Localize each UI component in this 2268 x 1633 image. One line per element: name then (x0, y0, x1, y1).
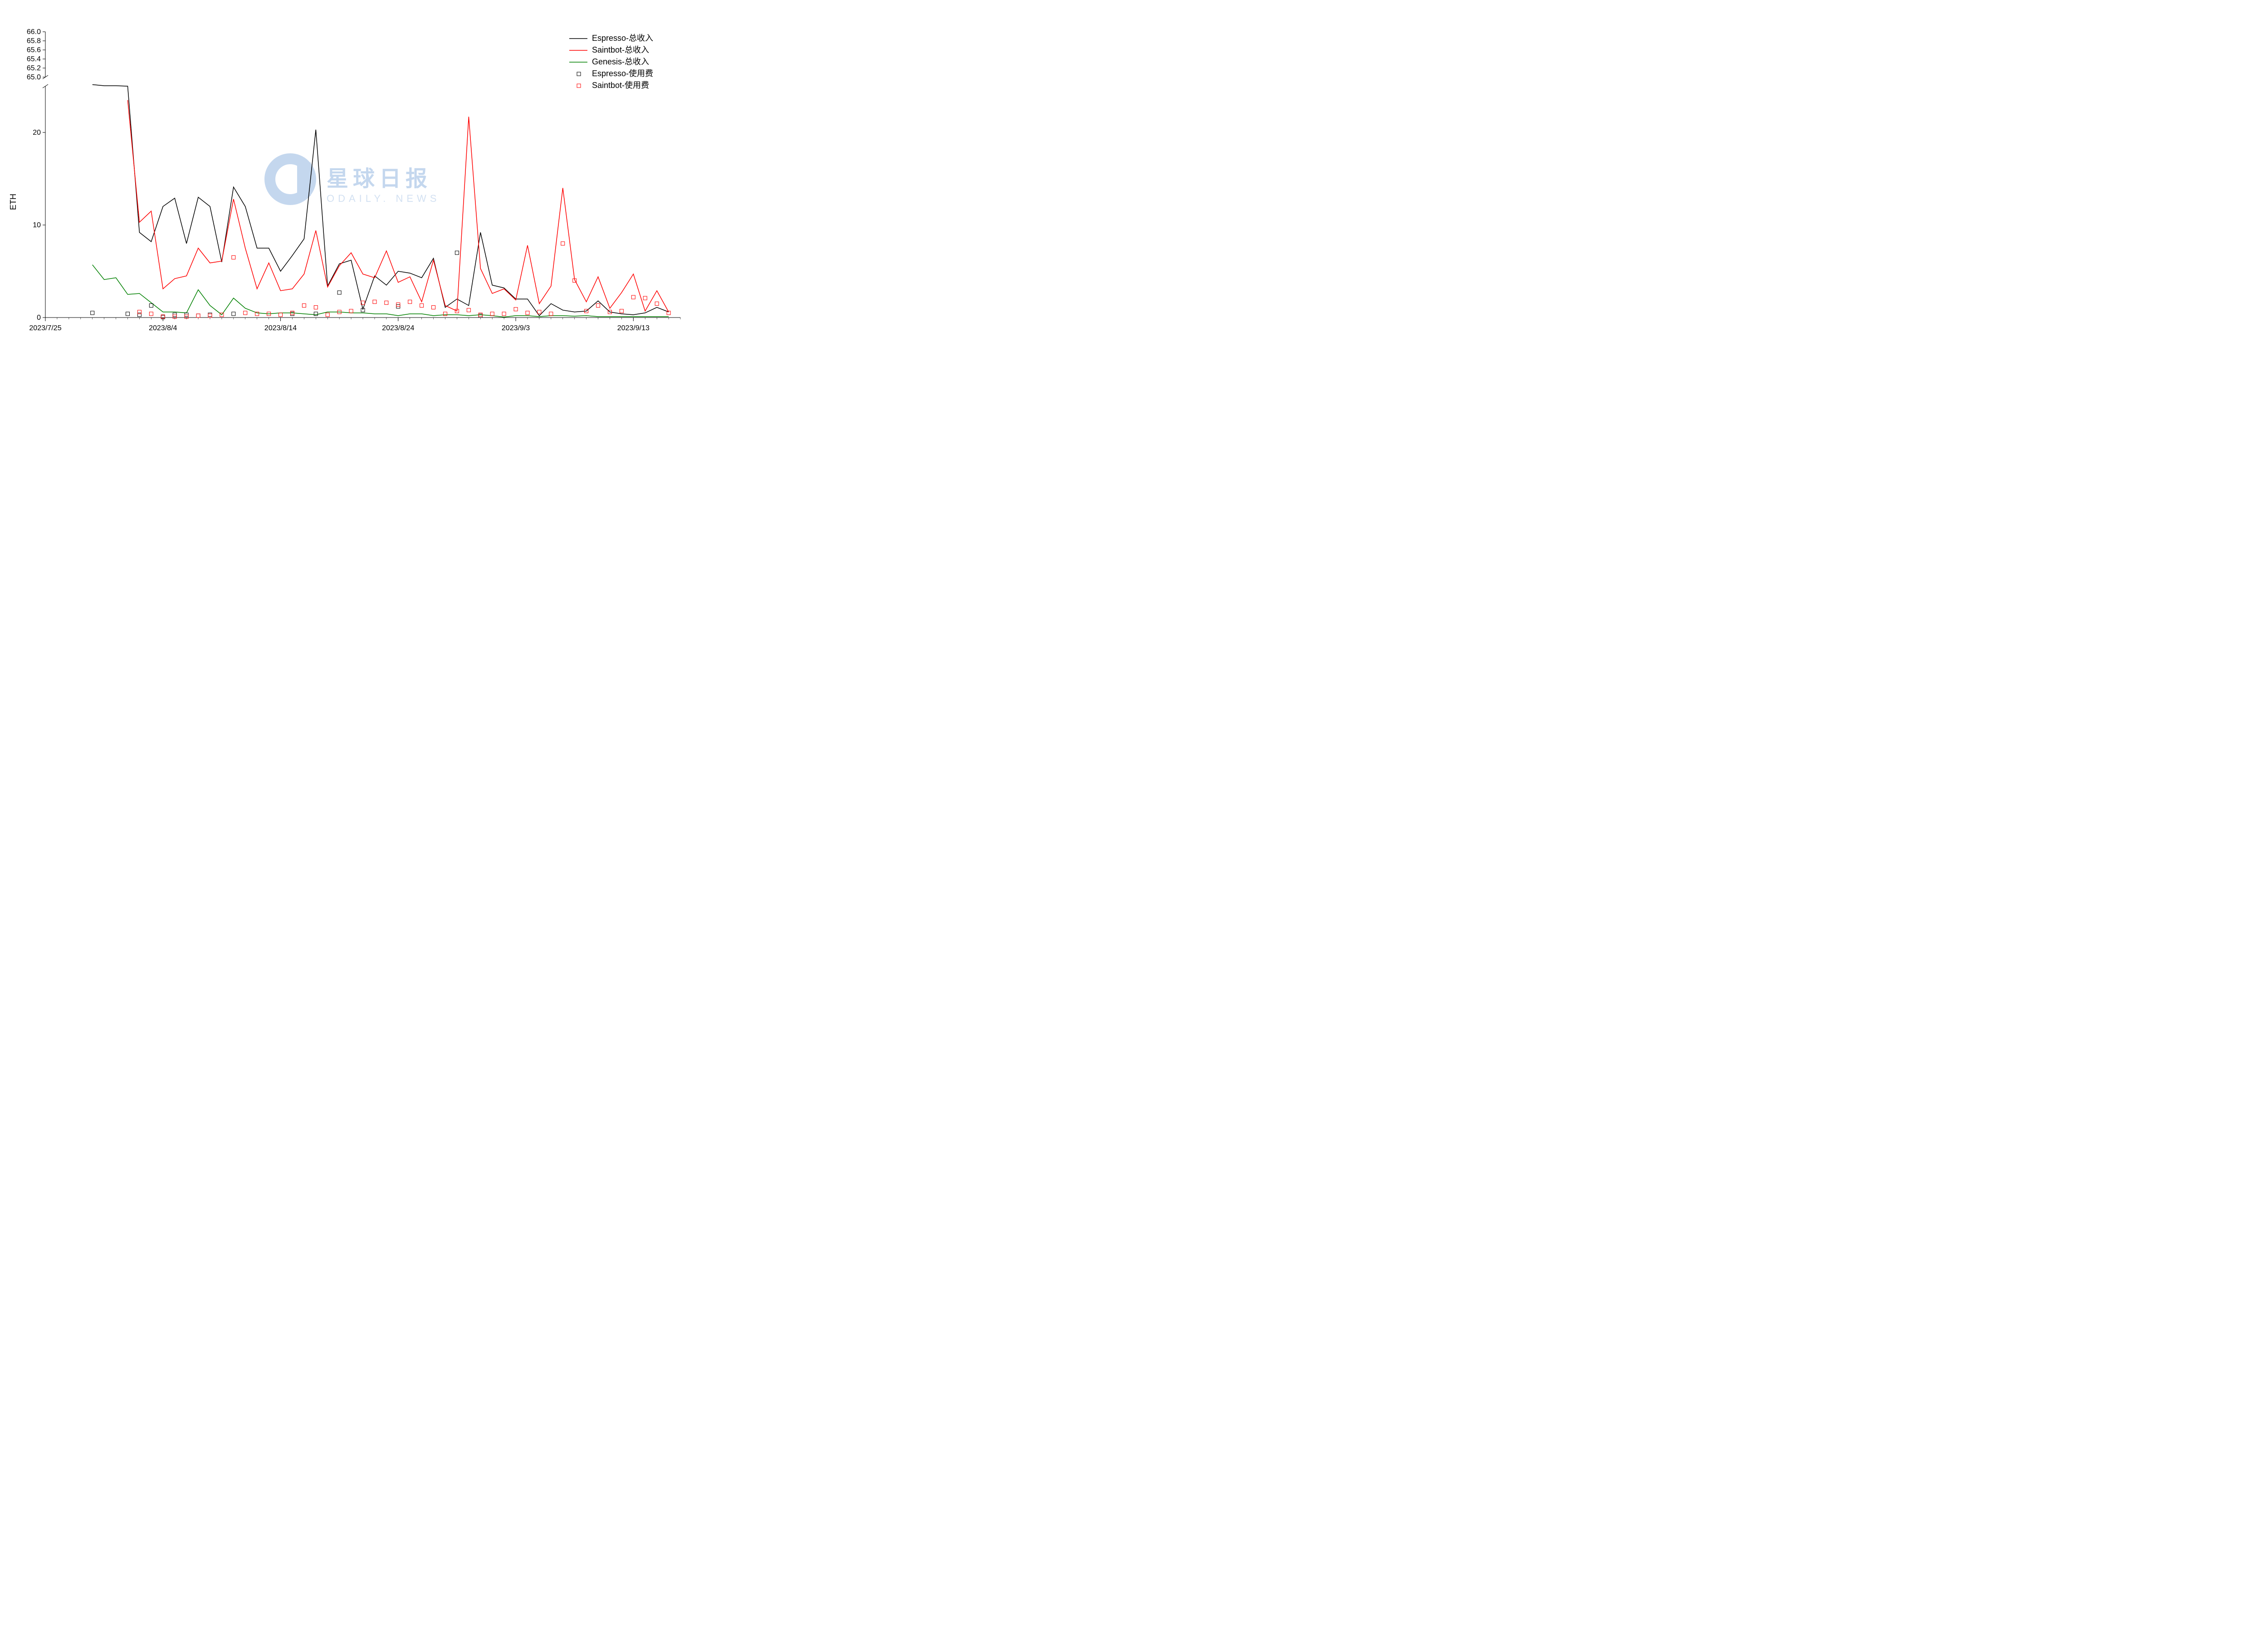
marker-Saintbot-使用费 (420, 303, 424, 307)
marker-Espresso-使用费 (126, 312, 129, 316)
chart-svg: 星球日报 ODAILY. NEWS 0 10 20 65.065.265.465.665.… (0, 0, 708, 340)
x-tick-label: 2023/7/25 (29, 324, 61, 332)
marker-Espresso-使用费 (232, 312, 235, 316)
marker-Saintbot-使用费 (349, 309, 353, 313)
marker-Espresso-使用费 (137, 313, 141, 317)
y-tick-label: 65.8 (27, 37, 41, 45)
marker-Espresso-使用费 (455, 251, 459, 254)
legend-label: Saintbot-总收入 (592, 45, 649, 54)
series-Saintbot-总收入 (127, 100, 669, 312)
marker-Espresso-使用费 (196, 314, 200, 318)
marker-Saintbot-使用费 (643, 296, 647, 300)
marker-Saintbot-使用费 (373, 300, 376, 303)
y-tick-label: 10 (33, 221, 41, 229)
marker-Saintbot-使用费 (538, 310, 541, 314)
y-tick-label: 65.4 (27, 55, 41, 63)
marker-Saintbot-使用费 (631, 295, 635, 299)
y-tick-label: 65.0 (27, 73, 41, 81)
y-tick-label: 66.0 (27, 28, 41, 36)
x-tick-label: 2023/9/3 (502, 324, 530, 332)
watermark: 星球日报 ODAILY. NEWS (270, 159, 440, 204)
marker-Espresso-使用费 (479, 314, 482, 318)
marker-Espresso-使用费 (290, 312, 294, 316)
x-tick-label: 2023/8/4 (149, 324, 177, 332)
watermark-sub-text: ODAILY. NEWS (327, 193, 440, 204)
marker-Espresso-使用费 (208, 313, 212, 317)
marker-Saintbot-使用费 (490, 312, 494, 316)
marker-Saintbot-使用费 (549, 312, 553, 316)
marker-Saintbot-使用费 (561, 242, 565, 245)
watermark-main-text: 星球日报 (327, 167, 432, 191)
marker-Saintbot-使用费 (232, 255, 235, 259)
y-tick-label: 20 (33, 129, 41, 137)
legend-label: Genesis-总收入 (592, 57, 649, 66)
x-tick-label: 2023/8/24 (382, 324, 414, 332)
marker-Saintbot-使用费 (137, 310, 141, 314)
y-axis-label: ETH (9, 194, 18, 210)
marker-Saintbot-使用费 (620, 309, 623, 313)
marker-Espresso-使用费 (91, 311, 94, 315)
marker-Saintbot-使用费 (467, 308, 470, 312)
x-tick-label: 2023/8/14 (264, 324, 297, 332)
marker-Saintbot-使用费 (279, 313, 283, 317)
marker-Saintbot-使用费 (408, 300, 412, 303)
x-tick-label: 2023/9/13 (617, 324, 650, 332)
marker-Saintbot-使用费 (655, 302, 659, 305)
marker-Saintbot-使用费 (385, 301, 388, 304)
marker-Saintbot-使用费 (196, 314, 200, 318)
series-Genesis-总收入 (93, 265, 669, 317)
marker-Saintbot-使用费 (514, 308, 518, 311)
marker-Saintbot-使用费 (326, 313, 329, 317)
marker-Espresso-使用费 (337, 291, 341, 294)
marker-Saintbot-使用费 (526, 311, 529, 315)
marker-Saintbot-使用费 (244, 311, 247, 315)
y-tick-label: 65.2 (27, 64, 41, 72)
legend: Espresso-总收入 Saintbot-总收入 Genesis-总收入 Espre… (569, 34, 653, 90)
marker-Saintbot-使用费 (596, 303, 600, 307)
y-tick-label: 65.6 (27, 46, 41, 54)
marker-Espresso-使用费 (314, 312, 318, 316)
marker-Saintbot-使用费 (149, 312, 153, 316)
legend-label: Espresso-总收入 (592, 34, 653, 43)
marker-Espresso-使用费 (149, 303, 153, 307)
y-tick-label: 0 (37, 314, 41, 322)
marker-Saintbot-使用费 (208, 314, 212, 318)
legend-label: Saintbot-使用费 (592, 81, 649, 90)
marker-Saintbot-使用费 (302, 303, 306, 307)
marker-Saintbot-使用费 (432, 306, 435, 309)
chart-container: 星球日报 ODAILY. NEWS 0 10 20 65.065.265.465.665.… (0, 0, 708, 340)
legend-label: Espresso-使用费 (592, 69, 653, 78)
marker-Saintbot-使用费 (502, 312, 506, 316)
marker-Saintbot-使用费 (314, 306, 318, 309)
